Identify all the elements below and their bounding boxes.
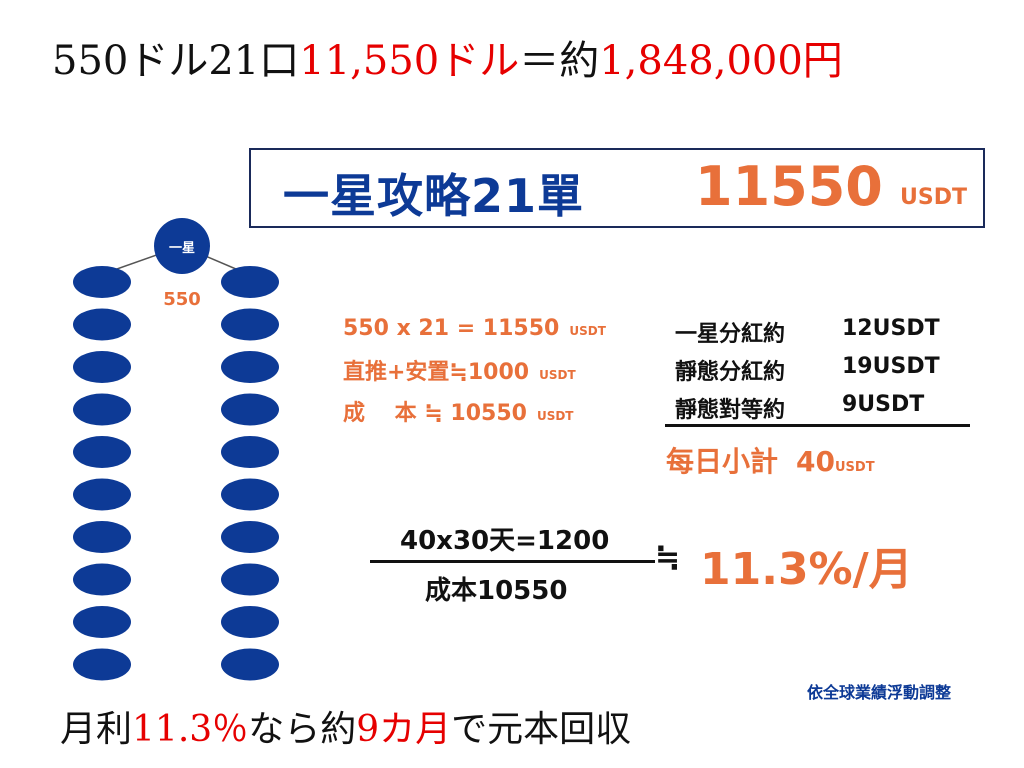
- tree-node-left: [73, 648, 131, 681]
- calc-line-text: 550 x 21 = 11550: [343, 316, 560, 341]
- tree-node-right: [221, 266, 279, 298]
- binary-tree-diagram: 一星 550: [73, 218, 279, 681]
- tree-root-node: [154, 218, 210, 274]
- dividend-label: 一星分紅約: [675, 322, 786, 347]
- headline: 550ドル21口11,550ドル＝約1,848,000円: [52, 28, 843, 86]
- plan-unit: USDT: [900, 185, 967, 210]
- tree-node-right: [221, 436, 279, 468]
- daily-subtotal-label: 每日小計: [666, 445, 779, 478]
- headline-total-yen: 1,848,000円: [599, 38, 843, 84]
- formula-fraction-bar: [370, 560, 655, 563]
- calc-line-text: 成 本 ≒ 10550: [343, 401, 527, 426]
- footer-rate: 11.3％: [132, 709, 249, 750]
- footnote: 依全球業績浮動調整: [807, 683, 952, 702]
- tree-node-left: [73, 436, 131, 468]
- footer-part: なら約: [248, 709, 357, 750]
- dividend-value: 19USDT: [842, 354, 940, 379]
- footer-statement: 月利11.3％なら約9カ月で元本回収: [60, 700, 631, 752]
- calc-line-bonus: 直推+安置≒1000 USDT: [343, 354, 576, 386]
- tree-node-left: [73, 351, 131, 383]
- tree-node-left: [73, 266, 131, 298]
- calc-line-unit: USDT: [569, 324, 606, 338]
- plan-title: 一星攻略21單: [283, 169, 585, 223]
- tree-node-right: [221, 393, 279, 426]
- headline-total-usd: 11,550ドル: [299, 38, 520, 84]
- headline-approx: ＝約: [519, 38, 600, 84]
- dividend-divider: [665, 424, 970, 427]
- footer-part: 月利: [60, 709, 133, 750]
- calc-line-text: 直推+安置≒1000: [343, 360, 530, 385]
- dividend-value: 9USDT: [842, 392, 925, 417]
- plan-banner: [249, 148, 985, 228]
- footer-part: で元本回収: [451, 709, 632, 750]
- tree-node-right: [221, 478, 279, 511]
- tree-node-left: [73, 563, 131, 596]
- footer-months: 9カ月: [356, 709, 452, 750]
- formula-approx-sign: ≒: [655, 540, 681, 575]
- tree-node-right: [221, 351, 279, 383]
- tree-node-right: [221, 308, 279, 341]
- tree-price-label: 550: [163, 289, 201, 310]
- calc-line-cost: 成 本 ≒ 10550 USDT: [343, 395, 574, 427]
- dividend-value: 12USDT: [842, 316, 940, 341]
- calc-line-unit: USDT: [539, 368, 576, 382]
- tree-node-left: [73, 521, 131, 553]
- tree-node-left: [73, 393, 131, 426]
- dividend-label: 靜態對等約: [675, 398, 786, 423]
- daily-subtotal-unit: USDT: [834, 460, 875, 475]
- tree-root-label: 一星: [169, 241, 195, 256]
- dividend-label: 靜態分紅約: [675, 360, 786, 385]
- tree-node-right: [221, 648, 279, 681]
- tree-node-left: [73, 308, 131, 341]
- tree-node-left: [73, 478, 131, 511]
- daily-subtotal-value: 40: [796, 445, 835, 478]
- formula-denominator: 成本10550: [425, 576, 568, 606]
- tree-node-right: [221, 606, 279, 638]
- formula-result: 11.3%/月: [700, 544, 913, 595]
- plan-amount: 11550: [695, 155, 883, 218]
- tree-node-right: [221, 521, 279, 553]
- formula-numerator: 40x30天=1200: [400, 526, 610, 556]
- daily-subtotal: 每日小計 40USDT: [666, 440, 875, 480]
- calc-line-total: 550 x 21 = 11550 USDT: [343, 316, 606, 341]
- headline-lots: 550ドル21口: [52, 38, 300, 84]
- calc-line-unit: USDT: [536, 409, 574, 423]
- tree-child-nodes: [73, 266, 279, 681]
- tree-node-right: [221, 563, 279, 596]
- tree-node-left: [73, 606, 131, 638]
